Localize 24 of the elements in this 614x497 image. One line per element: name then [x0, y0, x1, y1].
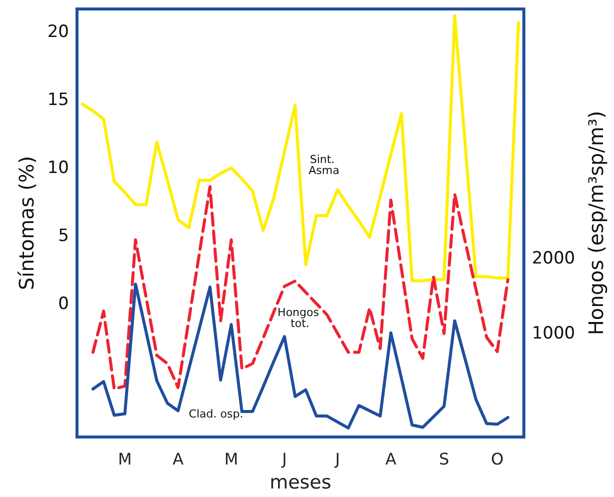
y2-tick-label: 1000: [532, 324, 576, 344]
y-tick-label: 5: [58, 226, 69, 246]
x-tick-label: J: [334, 450, 340, 468]
y-axis-title: Síntomas (%): [14, 156, 38, 290]
x-tick-label: A: [385, 450, 396, 468]
y2-axis-title: Hongos (esp/m³sp/m³): [584, 110, 608, 336]
x-tick-label: J: [281, 450, 287, 468]
x-tick-label: M: [224, 450, 238, 468]
x-tick-label: M: [118, 450, 132, 468]
series-label: Clad. osp.: [188, 408, 244, 420]
series-label: Hongos tot.: [278, 306, 322, 330]
x-axis-title: meses: [270, 472, 332, 494]
line-series: [91, 185, 510, 391]
x-tick-label: S: [438, 450, 450, 468]
line-series: [80, 14, 520, 282]
y-tick-label: 15: [47, 90, 69, 110]
y-tick-label: 10: [47, 158, 69, 178]
series-label: Sint. Asma: [308, 153, 340, 177]
y2-tick-label: 2000: [532, 248, 576, 269]
y-tick-label: 0: [58, 294, 69, 314]
line-series: [91, 282, 510, 430]
y-tick-label: 20: [47, 22, 69, 42]
x-tick-label: A: [172, 450, 184, 468]
x-tick-label: O: [490, 450, 504, 468]
